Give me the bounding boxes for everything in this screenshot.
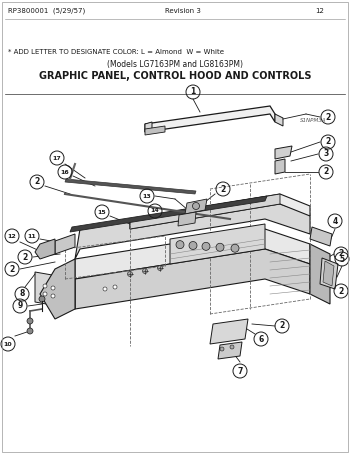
Polygon shape	[130, 194, 310, 229]
Circle shape	[51, 294, 55, 298]
Circle shape	[43, 284, 47, 288]
Polygon shape	[320, 258, 338, 289]
Text: 17: 17	[52, 156, 61, 161]
Text: 3: 3	[323, 149, 329, 158]
Text: 12: 12	[8, 233, 16, 238]
Text: 2: 2	[326, 138, 331, 147]
Text: 15: 15	[98, 209, 106, 214]
Text: (Models LG7163PM and LG8163PM): (Models LG7163PM and LG8163PM)	[107, 60, 243, 69]
Text: 14: 14	[150, 208, 159, 213]
Polygon shape	[145, 106, 275, 132]
Text: 2: 2	[338, 286, 344, 296]
Polygon shape	[35, 272, 75, 309]
Polygon shape	[65, 179, 196, 194]
Text: 12: 12	[316, 8, 324, 14]
Polygon shape	[55, 234, 75, 254]
Text: 2: 2	[326, 113, 331, 122]
Text: 16: 16	[61, 169, 69, 174]
Circle shape	[220, 347, 224, 351]
Polygon shape	[275, 114, 283, 126]
Text: 9: 9	[18, 301, 23, 311]
Text: 2: 2	[220, 184, 226, 193]
Polygon shape	[70, 196, 267, 232]
Text: S1NPM3A: S1NPM3A	[300, 118, 327, 123]
Polygon shape	[75, 229, 310, 279]
Circle shape	[43, 292, 47, 296]
Text: Revision 3: Revision 3	[165, 8, 201, 14]
Circle shape	[27, 328, 33, 334]
Circle shape	[230, 345, 234, 349]
Text: 13: 13	[143, 193, 151, 198]
Circle shape	[176, 241, 184, 249]
Polygon shape	[185, 199, 207, 214]
Polygon shape	[40, 259, 75, 319]
Polygon shape	[145, 126, 165, 135]
Circle shape	[39, 296, 45, 302]
Polygon shape	[145, 122, 152, 132]
Text: 10: 10	[4, 341, 12, 346]
Text: * ADD LETTER TO DESIGNATE COLOR: L = Almond  W = White: * ADD LETTER TO DESIGNATE COLOR: L = Alm…	[8, 49, 224, 55]
Polygon shape	[218, 342, 242, 359]
Circle shape	[103, 287, 107, 291]
Polygon shape	[130, 194, 280, 229]
Circle shape	[158, 266, 162, 271]
Polygon shape	[75, 199, 310, 259]
Circle shape	[216, 243, 224, 251]
Circle shape	[193, 202, 200, 209]
Text: 2: 2	[34, 178, 40, 187]
Polygon shape	[178, 212, 196, 226]
Polygon shape	[75, 249, 310, 309]
Text: RP3800001  (5/29/57): RP3800001 (5/29/57)	[8, 8, 85, 14]
Polygon shape	[310, 227, 332, 246]
Text: GRAPHIC PANEL, CONTROL HOOD AND CONTROLS: GRAPHIC PANEL, CONTROL HOOD AND CONTROLS	[39, 71, 311, 81]
Text: 2: 2	[22, 252, 28, 262]
Circle shape	[142, 268, 147, 273]
Polygon shape	[323, 261, 334, 286]
Circle shape	[113, 285, 117, 289]
Circle shape	[51, 286, 55, 290]
Text: 1: 1	[190, 88, 196, 97]
Text: 4: 4	[332, 217, 338, 226]
Text: 8: 8	[19, 290, 25, 298]
Text: 2: 2	[279, 321, 285, 331]
Text: 7: 7	[237, 366, 243, 375]
Polygon shape	[275, 146, 292, 159]
Circle shape	[202, 242, 210, 250]
Circle shape	[27, 318, 33, 324]
Text: 2: 2	[9, 265, 15, 273]
Text: 5: 5	[340, 255, 344, 263]
Text: 2: 2	[323, 168, 329, 177]
Polygon shape	[210, 319, 248, 344]
Circle shape	[189, 242, 197, 250]
Circle shape	[127, 271, 133, 276]
Text: 2: 2	[338, 250, 344, 258]
Circle shape	[231, 244, 239, 252]
Polygon shape	[35, 239, 55, 259]
Polygon shape	[170, 224, 265, 264]
Text: 6: 6	[258, 335, 264, 344]
Polygon shape	[275, 159, 285, 174]
Polygon shape	[310, 244, 330, 304]
Text: 11: 11	[28, 233, 36, 238]
